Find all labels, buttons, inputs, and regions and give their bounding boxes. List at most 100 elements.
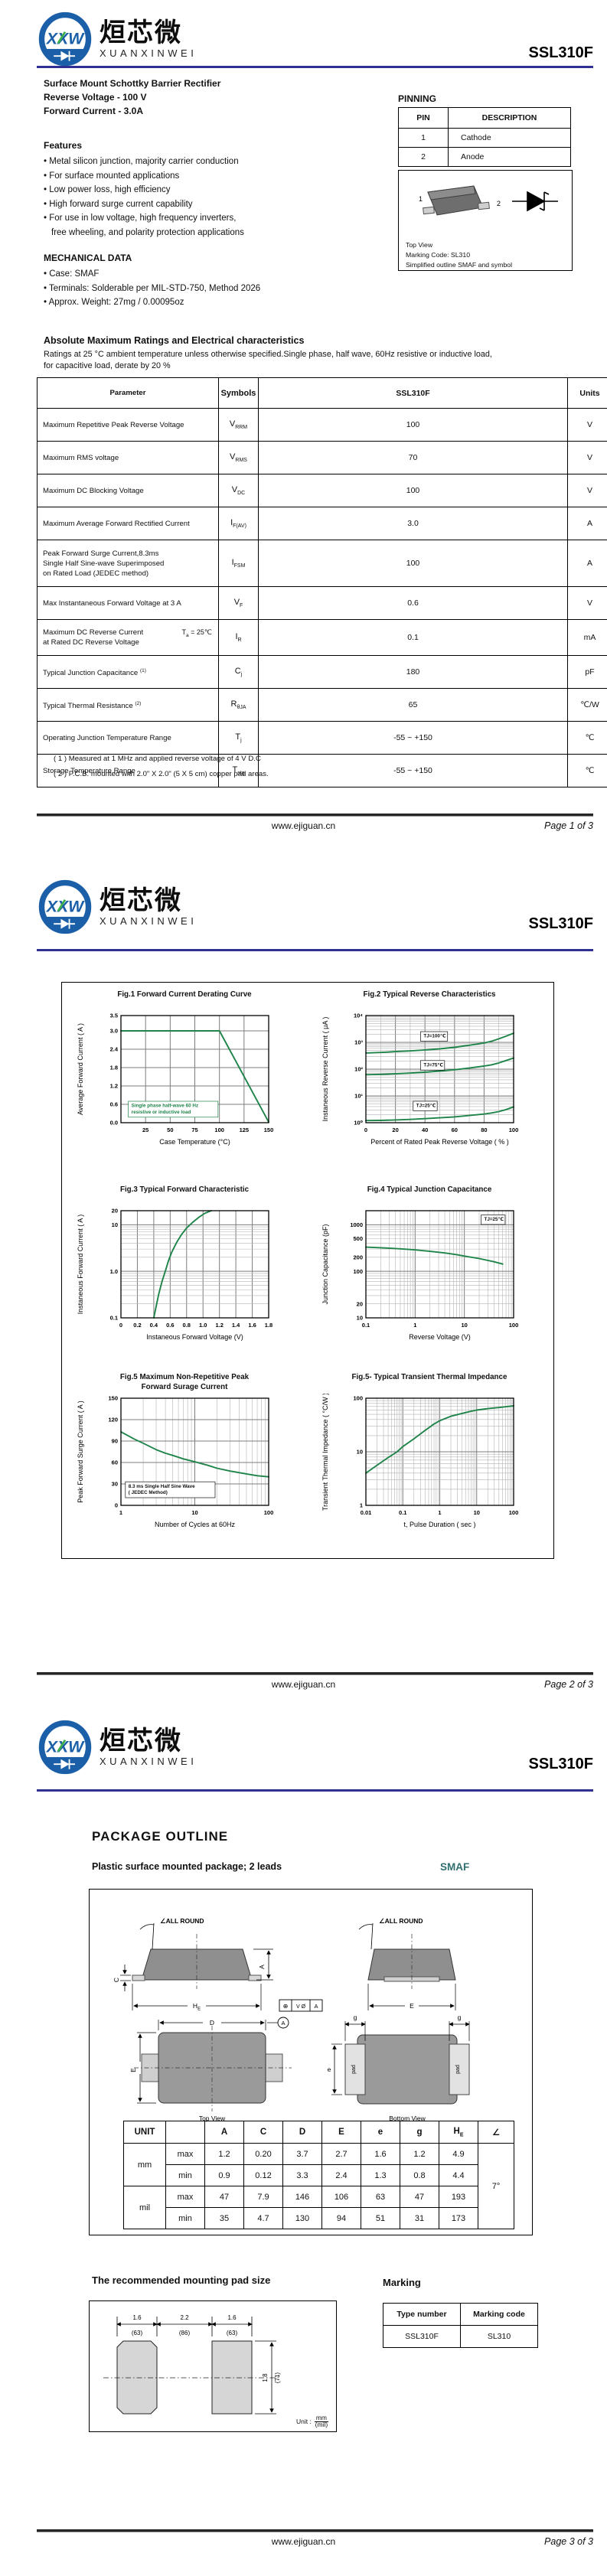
table-row: SSL310F SL310: [383, 2325, 538, 2348]
figure-title: Fig.3 Typical Forward Characteristic: [119, 1185, 250, 1194]
svg-text:10: 10: [461, 1322, 467, 1329]
svg-text:10³: 10³: [354, 1039, 363, 1046]
param-unit: A: [567, 540, 607, 587]
svg-text:90: 90: [112, 1438, 118, 1445]
he-header: HE: [439, 2121, 478, 2144]
fig1-chart: 25 50 75 100 125 150 0.0 0.6 1.2 1.8 2.4 3.0 3.5 Case…: [77, 1012, 273, 1146]
svg-text:500: 500: [353, 1235, 363, 1242]
figure-fig5: Fig.5 Maximum Non-Repetitive Peak Forwar…: [73, 1372, 295, 1554]
package-caption: Top View Marking Code: SL310 Simplified …: [399, 240, 572, 270]
svg-text:100: 100: [264, 1509, 274, 1516]
param-unit: A: [567, 507, 607, 540]
footer-site: www.ejiguan.cn: [271, 1679, 336, 1690]
mil-label: mil: [123, 2186, 166, 2229]
pad-dim-mil: (86): [179, 2330, 191, 2336]
param-symbol: Tstg: [218, 754, 259, 787]
svg-text:1000: 1000: [350, 1221, 363, 1228]
svg-text:10⁰: 10⁰: [354, 1120, 363, 1127]
figure-title: Fig.4 Typical Junction Capacitance: [367, 1185, 492, 1194]
svg-text:1.8: 1.8: [110, 1065, 118, 1071]
table-header-row: Type number Marking code: [383, 2303, 538, 2326]
condition-note: Ta = 25℃: [181, 628, 213, 638]
param-name: Maximum DC Reverse Current at Rated DC R…: [37, 619, 219, 656]
svg-text:10: 10: [357, 1315, 363, 1322]
mounting-pad-heading: The recommended mounting pad size: [92, 2274, 271, 2286]
svg-text:1.2: 1.2: [110, 1083, 118, 1090]
pin-description: Anode: [448, 147, 571, 167]
svg-text:Instaneous Reverse Current ( μ: Instaneous Reverse Current ( μA ): [321, 1017, 329, 1122]
param-name: Operating Junction Temperature Range: [37, 721, 219, 755]
param-unit: mA: [567, 619, 607, 656]
package-symbol-box: 1 2 Top View Marking Code: SL310 Simplif…: [398, 170, 573, 271]
table-row: Maximum Repetitive Peak Reverse Voltage …: [37, 408, 607, 442]
svg-text:Case Temperature (°C): Case Temperature (°C): [159, 1138, 230, 1146]
package-outline-box: ∠ALL ROUND A C HE: [89, 1889, 533, 2235]
list-item: Low power loss, high efficiency: [44, 183, 373, 197]
table-row: Maximum DC Reverse Current at Rated DC R…: [37, 619, 607, 656]
ratings-note: Ratings at 25 °C ambient temperature unl…: [44, 350, 492, 370]
top-view-caption: Top View: [199, 2115, 226, 2122]
table-row: min 0.9 0.12 3.3 2.4 1.3 0.8 4.4: [124, 2164, 514, 2186]
dim-c-label: C: [113, 1978, 120, 1982]
svg-text:V Ø: V Ø: [296, 2004, 306, 2010]
brand-name-cn: 烜芯微: [100, 18, 182, 47]
brand-name-cn: 烜芯微: [100, 1726, 182, 1756]
pad-dim-mil: (63): [132, 2330, 143, 2336]
table-row: 2 Anode: [398, 147, 571, 167]
xxw-logo-icon: XXW: [38, 879, 92, 934]
dim-g-label: g: [458, 2014, 462, 2021]
svg-text:20: 20: [357, 1300, 363, 1307]
param-name: Typical Thermal Resistance (2): [37, 688, 219, 722]
pad-label: pad: [351, 2065, 357, 2074]
footer-page: Page 3 of 3: [544, 2536, 593, 2547]
brand-name-en: XUANXINWEI: [100, 47, 197, 59]
list-item: Terminals: Solderable per MIL-STD-750, M…: [44, 282, 396, 296]
svg-text:40: 40: [422, 1127, 428, 1133]
svg-text:80: 80: [481, 1127, 487, 1133]
footer-rule: [37, 814, 593, 817]
svg-text:Average Forward Current ( A ): Average Forward Current ( A ): [77, 1023, 84, 1115]
bottom-view-caption: Bottom View: [389, 2115, 426, 2122]
svg-text:30: 30: [112, 1481, 118, 1488]
all-round-label: ∠ALL ROUND: [379, 1917, 423, 1925]
figure-title: Fig.2 Typical Reverse Characteristics: [363, 990, 496, 999]
footnotes: ( 1 ) Measured at 1 MHz and applied reve…: [54, 752, 269, 782]
svg-text:Transient Thermal Impedance (: Transient Thermal Impedance ( °C/W ): [321, 1394, 329, 1511]
dim-e-small-label: e: [328, 2066, 331, 2073]
svg-text:125: 125: [240, 1127, 250, 1133]
fig3-chart: 0 0.2 0.4 0.6 0.8 1.0 1.2 1.4 1.6 1.8 0.1 1.0 10 20 In…: [77, 1208, 272, 1341]
mm-label: mm: [123, 2143, 166, 2186]
svg-text:1: 1: [360, 1502, 363, 1509]
svg-text:75: 75: [191, 1127, 197, 1133]
svg-text:25: 25: [142, 1127, 148, 1133]
side-view-end: ∠ALL ROUND E: [358, 1917, 456, 2010]
svg-text:120: 120: [108, 1417, 118, 1423]
svg-text:100: 100: [353, 1395, 363, 1402]
pin-number: 1: [398, 128, 449, 148]
svg-text:100: 100: [509, 1509, 519, 1516]
svg-text:100: 100: [214, 1127, 224, 1133]
features-heading: Features: [44, 140, 83, 151]
figure-title: Fig.5 Maximum Non-Repetitive Peak Forwar…: [119, 1373, 250, 1391]
part-number: SSL310F: [528, 44, 593, 61]
svg-text:0: 0: [364, 1127, 367, 1133]
table-row: Storage Temperature Range Tstg -55 ~ +15…: [37, 754, 607, 787]
figures-box: Fig.1 Forward Current Derating Curve 25 5…: [61, 982, 554, 1559]
dim-d-label: D: [210, 2019, 214, 2027]
param-name: Maximum Repetitive Peak Reverse Voltage: [37, 408, 219, 442]
param-name: Typical Junction Capacitance (1): [37, 655, 219, 689]
svg-text:t, Pulse Duration ( sec ): t, Pulse Duration ( sec ): [403, 1521, 475, 1528]
param-value: -55 ~ +150: [258, 754, 568, 787]
param-value: -55 ~ +150: [258, 721, 568, 755]
table-row: Typical Thermal Resistance (2) RθJA 65 ℃…: [37, 688, 607, 722]
svg-text:0.2: 0.2: [133, 1322, 141, 1329]
svg-text:Number of Cycles at 60Hz: Number of Cycles at 60Hz: [155, 1521, 236, 1528]
pad-dim-v: 1.8: [262, 2373, 269, 2382]
brand-name-en: XUANXINWEI: [100, 915, 197, 927]
svg-text:3.5: 3.5: [110, 1012, 118, 1019]
table-row: Max Instantaneous Forward Voltage at 3 A…: [37, 586, 607, 620]
part-number: SSL310F: [528, 915, 593, 932]
schottky-diode-symbol-icon: [512, 191, 558, 212]
svg-text:0.1: 0.1: [362, 1322, 370, 1329]
param-value: 70: [258, 441, 568, 474]
